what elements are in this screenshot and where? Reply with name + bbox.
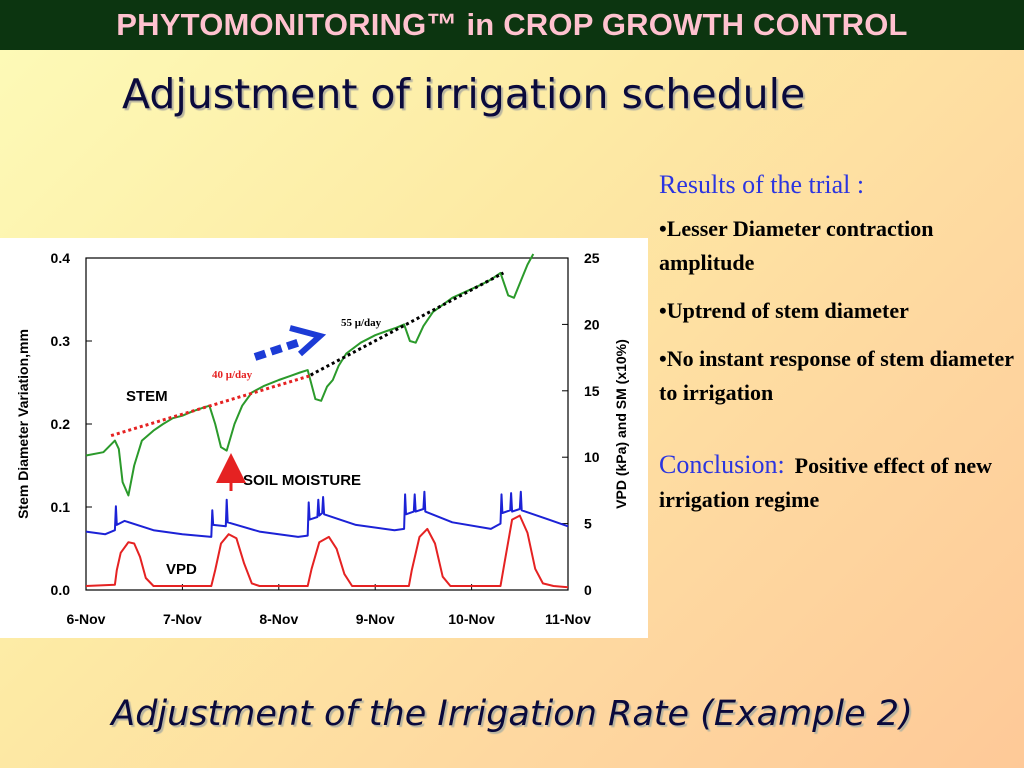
- x-axis-tick-label: 9-Nov: [356, 611, 395, 627]
- results-heading: Results of the trial :: [659, 170, 865, 199]
- trend-40-line: [110, 373, 313, 438]
- y-axis-left-label: Stem Diameter Variation,mm: [15, 329, 31, 519]
- x-axis-tick-label: 7-Nov: [163, 611, 202, 627]
- conclusion-label: Conclusion:: [659, 450, 785, 479]
- slide-banner: PHYTOMONITORING™ in CROP GROWTH CONTROL: [0, 0, 1024, 50]
- series-layer: [85, 253, 569, 589]
- left-axis-tick-label: 0.4: [51, 250, 71, 266]
- left-axis-tick-label: 0.1: [51, 499, 71, 515]
- left-axis-ticks: 0.0 0.1 0.2 0.3 0.4: [51, 250, 92, 598]
- stem-series-label: STEM: [126, 388, 168, 405]
- trend-layer: [110, 271, 505, 438]
- trial-notes: Results of the trial : •Lesser Diameter …: [659, 170, 1019, 517]
- right-axis-tick-label: 25: [584, 250, 600, 266]
- result-bullet: •Lesser Diameter contraction amplitude: [659, 216, 934, 275]
- x-axis-tick-label: 6-Nov: [67, 611, 106, 627]
- soil-moisture-series-line: [85, 490, 569, 538]
- left-axis-tick-label: 0.0: [51, 582, 71, 598]
- y-axis-right-label: VPD (kPa) and SM (x10%): [613, 339, 629, 509]
- trend-55-line: [309, 271, 505, 377]
- chart-panel: 0.0 0.1 0.2 0.3 0.4 0 5 10 15 20 25 6-Nov 7-Nov 8-N…: [0, 238, 648, 638]
- right-axis-tick-label: 20: [584, 316, 600, 332]
- plot-frame: [85, 257, 569, 591]
- result-bullet: •No instant response of stem diameter to…: [659, 346, 1014, 405]
- slide-subtitle: Adjustment of irrigation schedule: [122, 70, 806, 118]
- vpd-series-line: [85, 514, 569, 589]
- slide-footer: Adjustment of the Irrigation Rate (Examp…: [111, 694, 913, 734]
- right-axis-tick-label: 0: [584, 582, 592, 598]
- left-axis-tick-label: 0.3: [51, 333, 71, 349]
- right-axis-ticks: 0 5 10 15 20 25: [562, 250, 600, 598]
- conclusion: Conclusion: Positive effect of new irriga…: [659, 448, 1019, 517]
- irrigation-chart: 0.0 0.1 0.2 0.3 0.4 0 5 10 15 20 25 6-Nov 7-Nov 8-N…: [15, 250, 629, 627]
- conclusion-text: Positive effect of new irrigation regime: [659, 453, 992, 512]
- trend-40-label: 40 μ/day: [212, 369, 253, 381]
- x-axis-ticks: 6-Nov 7-Nov 8-Nov 9-Nov 10-Nov 11-Nov: [67, 584, 591, 627]
- stem-series-line: [85, 253, 535, 497]
- x-axis-tick-label: 11-Nov: [545, 611, 591, 627]
- right-axis-tick-label: 5: [584, 516, 592, 532]
- x-axis-tick-label: 10-Nov: [448, 611, 495, 627]
- right-axis-tick-label: 10: [584, 449, 600, 465]
- soil-moisture-series-label: SOIL MOISTURE: [243, 472, 361, 489]
- result-bullet: •Uptrend of stem diameter: [659, 298, 909, 323]
- left-axis-tick-label: 0.2: [51, 416, 71, 432]
- vpd-series-label: VPD: [166, 561, 197, 578]
- trend-55-label: 55 μ/day: [341, 317, 382, 329]
- trend-increase-arrow-icon: [253, 325, 327, 361]
- x-axis-tick-label: 8-Nov: [259, 611, 298, 627]
- right-axis-tick-label: 15: [584, 383, 600, 399]
